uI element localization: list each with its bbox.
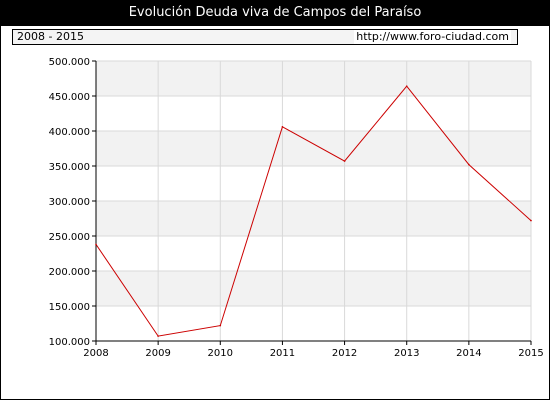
y-tick-label: 500.000 (49, 57, 90, 68)
chart-title: Evolución Deuda viva de Campos del Paraí… (0, 0, 550, 26)
y-tick-label: 450.000 (49, 92, 90, 103)
data-point (468, 163, 470, 166)
grid-band (96, 131, 531, 166)
source-url[interactable]: http://www.foro-ciudad.com (354, 30, 511, 44)
y-tick-label: 350.000 (49, 162, 90, 173)
data-point (219, 324, 222, 327)
y-tick-label: 300.000 (49, 197, 90, 208)
x-tick-label: 2008 (83, 348, 108, 359)
y-tick-label: 200.000 (49, 267, 90, 278)
data-point (405, 85, 408, 87)
data-point (530, 219, 532, 222)
data-point (281, 126, 284, 128)
x-tick-label: 2015 (518, 348, 543, 359)
grid-band (96, 201, 531, 236)
grid-band (96, 271, 531, 306)
grid-band (96, 61, 531, 96)
data-point (157, 335, 159, 337)
y-tick-label: 250.000 (49, 232, 90, 243)
x-tick-label: 2014 (456, 348, 481, 359)
x-tick-label: 2010 (208, 348, 233, 359)
data-point (95, 243, 97, 246)
x-tick-label: 2012 (332, 348, 357, 359)
x-tick-label: 2009 (145, 348, 170, 359)
series-line (95, 85, 532, 337)
info-bar: 2008 - 2015 http://www.foro-ciudad.com (12, 29, 518, 45)
x-tick-label: 2011 (270, 348, 295, 359)
period-label: 2008 - 2015 (17, 30, 84, 43)
y-tick-label: 100.000 (49, 337, 90, 348)
y-tick-label: 400.000 (49, 127, 90, 138)
data-point (343, 160, 346, 162)
y-tick-label: 150.000 (49, 302, 90, 313)
x-tick-label: 2013 (394, 348, 419, 359)
